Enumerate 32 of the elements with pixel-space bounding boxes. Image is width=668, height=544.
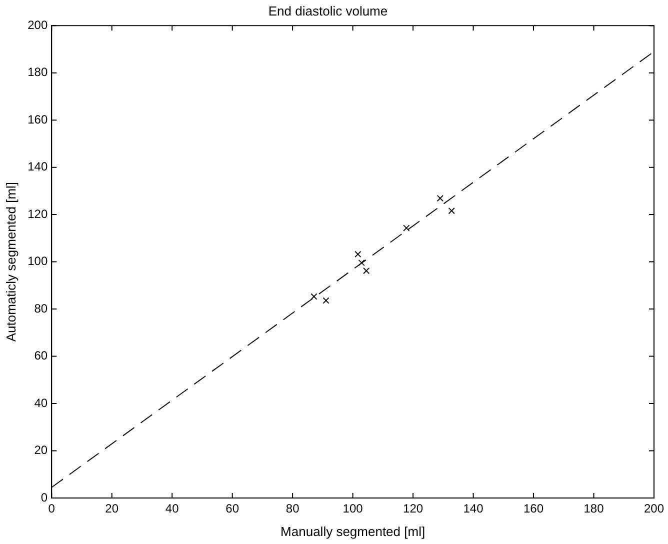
- y-tick-label: 40: [34, 396, 48, 410]
- x-tick-label: 120: [403, 502, 424, 516]
- x-tick-label: 200: [644, 502, 664, 516]
- point: [354, 250, 362, 258]
- x-tick-label: 20: [105, 502, 119, 516]
- x-tick-label: 40: [165, 502, 180, 516]
- y-tick-label: 200: [28, 18, 48, 32]
- y-tick-label: 100: [28, 254, 48, 268]
- point: [358, 259, 365, 266]
- point: [322, 297, 330, 304]
- x-tick-label: 140: [463, 502, 484, 516]
- point: [403, 224, 410, 232]
- point: [310, 293, 318, 300]
- point: [436, 194, 444, 202]
- point: [363, 267, 370, 274]
- x-tick-label: 80: [286, 502, 300, 516]
- chart-title: End diastolic volume: [268, 3, 388, 18]
- x-tick-label: 60: [226, 502, 240, 516]
- y-tick-label: 80: [34, 301, 48, 316]
- y-axis-title: Automaticly segmented [ml]: [3, 182, 18, 342]
- y-tick-label: 140: [28, 160, 48, 174]
- y-tick-label: 20: [34, 443, 48, 458]
- y-tick-label: 0: [40, 490, 48, 504]
- x-tick-label: 100: [342, 502, 364, 516]
- x-tick-label: 160: [524, 502, 544, 516]
- x-axis-title: Manually segmented [ml]: [280, 524, 426, 539]
- x-tick-label: 180: [584, 502, 604, 516]
- point: [448, 207, 455, 214]
- y-tick-label: 180: [28, 65, 48, 80]
- y-tick-label: 60: [34, 348, 48, 363]
- y-tick-label: 120: [28, 206, 48, 221]
- y-tick-label: 160: [28, 112, 48, 126]
